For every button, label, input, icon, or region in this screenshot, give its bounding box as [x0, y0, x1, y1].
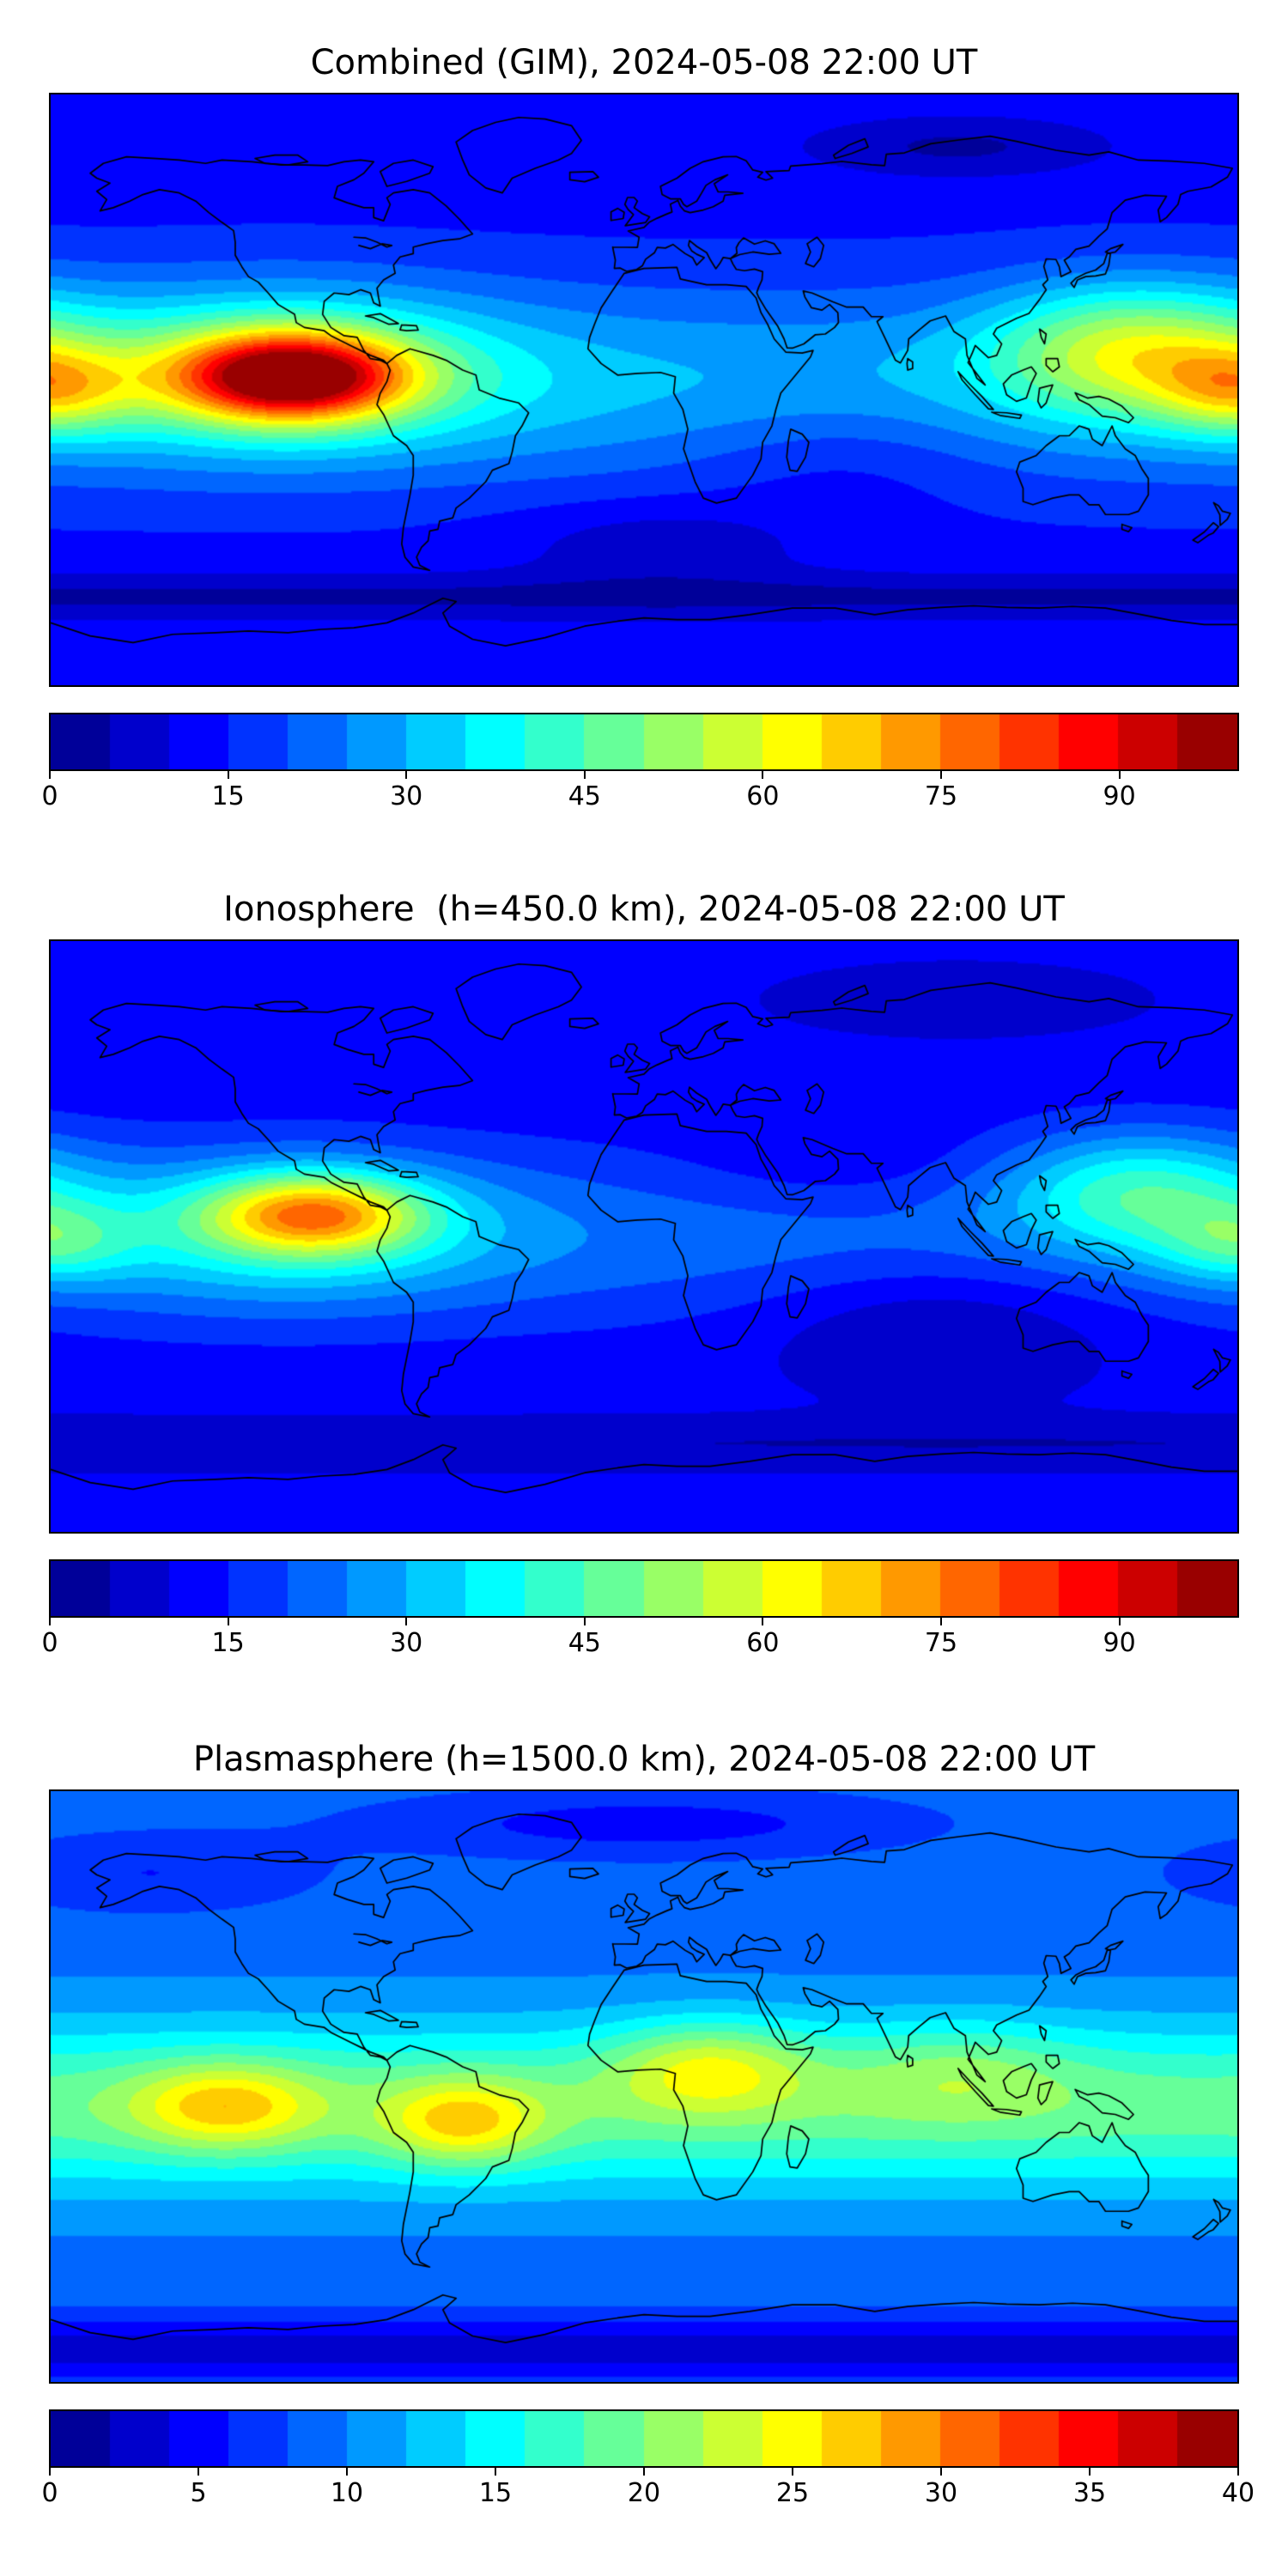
panel-title-combined: Combined (GIM), 2024-05-08 22:00 UT	[310, 43, 978, 82]
colorbar-ticks-ionosphere: 0 15 30 45 60 75 90	[41, 1618, 1238, 1662]
colorbar-tick	[762, 771, 764, 779]
colorbar-tick	[227, 1618, 229, 1625]
colorbar-tick-label: 15	[211, 1628, 245, 1658]
colorbar-tick-label: 20	[627, 2478, 661, 2508]
map-frame-combined	[49, 93, 1239, 687]
colorbar-tick	[49, 1618, 51, 1625]
colorbar-canvas-ionosphere	[51, 1561, 1237, 1616]
colorbar-frame-plasmasphere	[49, 2409, 1239, 2468]
map-frame-plasmasphere	[49, 1789, 1239, 2384]
colorbar-tick	[1237, 2468, 1239, 2476]
colorbar-tick-label: 45	[568, 781, 601, 811]
colorbar-tick	[405, 1618, 408, 1625]
colorbar-tick-label: 15	[211, 781, 245, 811]
colorbar-canvas-combined	[51, 714, 1237, 769]
tec-map-canvas-combined	[51, 94, 1237, 685]
colorbar-tick-label: 5	[190, 2478, 207, 2508]
tec-map-canvas-ionosphere	[51, 941, 1237, 1532]
colorbar-tick-label: 10	[330, 2478, 364, 2508]
colorbar-tick	[346, 2468, 348, 2476]
colorbar-tick	[1089, 2468, 1091, 2476]
colorbar-tick	[583, 1618, 586, 1625]
map-frame-ionosphere	[49, 939, 1239, 1534]
colorbar-tick	[49, 771, 51, 779]
colorbar-tick	[583, 771, 586, 779]
colorbar-tick-label: 0	[41, 781, 58, 811]
colorbar-tick-label: 30	[390, 781, 423, 811]
tec-map-canvas-plasmasphere	[51, 1791, 1237, 2382]
colorbar-tick-label: 15	[478, 2478, 513, 2508]
panel-title-plasmasphere: Plasmasphere (h=1500.0 km), 2024-05-08 2…	[192, 1740, 1096, 1779]
colorbar-tick-label: 75	[924, 1628, 958, 1658]
colorbar-tick-label: 30	[390, 1628, 423, 1658]
colorbar-tick	[227, 771, 229, 779]
colorbar-tick	[762, 1618, 764, 1625]
colorbar-tick	[495, 2468, 496, 2476]
colorbar-tick-label: 30	[924, 2478, 958, 2508]
colorbar-tick-label: 25	[775, 2478, 810, 2508]
colorbar-tick-label: 90	[1103, 1628, 1136, 1658]
colorbar-tick-label: 45	[568, 1628, 601, 1658]
colorbar-tick	[197, 2468, 199, 2476]
colorbar-tick	[49, 2468, 51, 2476]
colorbar-tick-label: 40	[1221, 2478, 1255, 2508]
colorbar-frame-ionosphere	[49, 1559, 1239, 1618]
colorbar-tick	[1118, 771, 1121, 779]
colorbar-tick-label: 90	[1103, 781, 1136, 811]
colorbar-tick	[940, 2468, 942, 2476]
colorbar-tick-label: 75	[924, 781, 958, 811]
colorbar-tick-label: 0	[41, 2478, 58, 2508]
colorbar-tick-label: 60	[746, 1628, 780, 1658]
panel-title-ionosphere: Ionosphere (h=450.0 km), 2024-05-08 22:0…	[223, 890, 1065, 929]
colorbar-tick	[643, 2468, 645, 2476]
colorbar-tick	[792, 2468, 793, 2476]
colorbar-ticks-plasmasphere: 0 5 10 15 20 25 30 35 40	[41, 2468, 1255, 2512]
colorbar-tick	[1118, 1618, 1121, 1625]
colorbar-tick-label: 60	[746, 781, 780, 811]
colorbar-tick	[940, 1618, 942, 1625]
colorbar-tick	[940, 771, 942, 779]
colorbar-ticks-combined: 0 15 30 45 60 75 90	[41, 771, 1238, 816]
colorbar-tick-label: 0	[41, 1628, 58, 1658]
colorbar-tick-label: 35	[1072, 2478, 1107, 2508]
colorbar-frame-combined	[49, 713, 1239, 771]
colorbar-tick	[405, 771, 408, 779]
colorbar-canvas-plasmasphere	[51, 2411, 1237, 2466]
